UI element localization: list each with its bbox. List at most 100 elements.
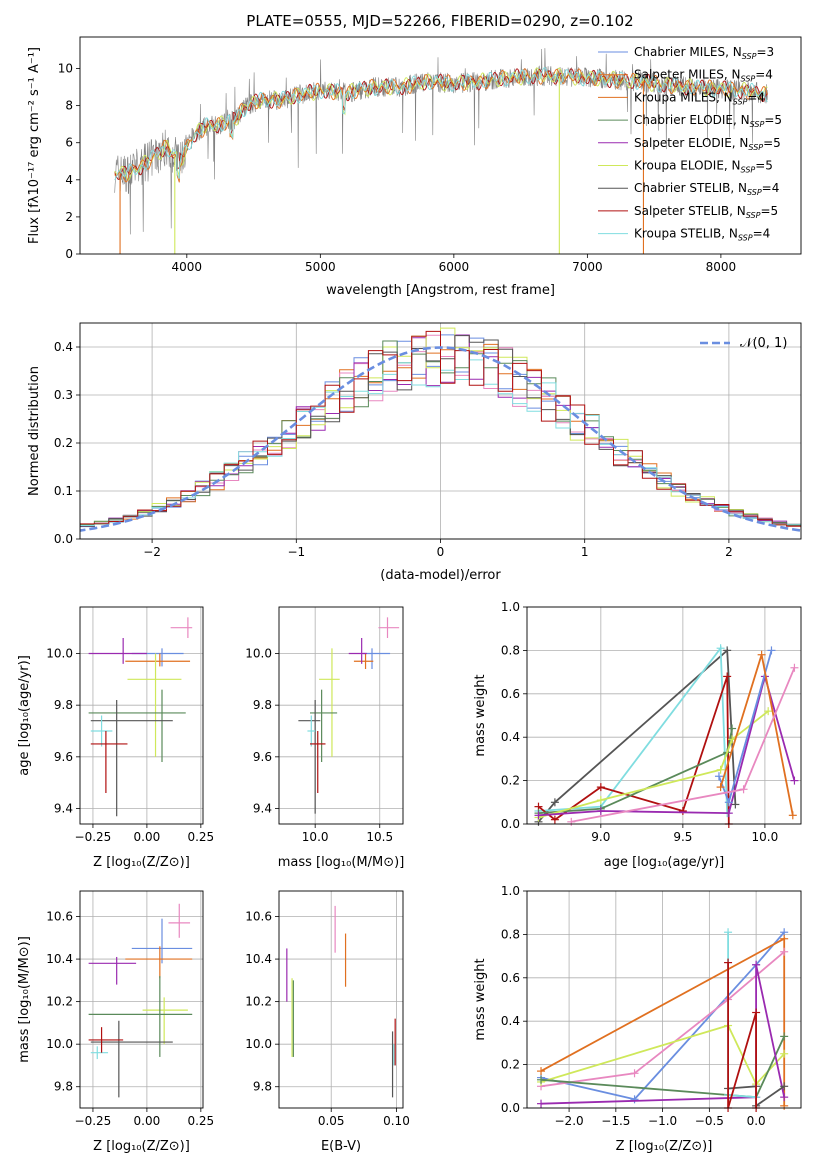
x-tick-label: 10.0 — [752, 830, 779, 844]
x-tick-label: 0.05 — [318, 1114, 345, 1128]
y-tick-label: 10.0 — [46, 647, 73, 661]
mass_vs_ebv-frame — [278, 890, 404, 1109]
data-point-errorbar — [90, 1046, 109, 1060]
y-tick-label: 0.2 — [501, 774, 520, 788]
weight-point-marker — [596, 796, 605, 805]
data-point-errorbar — [131, 648, 184, 667]
mass_vs_Z-axes: −0.25 0.00 0.25 9.8 10.0 10.2 10.4 10.6 — [46, 891, 214, 1128]
legend-entry: Chabrier ELODIE, NSSP=5 — [634, 113, 782, 129]
data-point-errorbar — [90, 715, 113, 747]
weight_vs_Z-plot — [537, 928, 789, 1112]
x-tick-label: −1 — [287, 545, 305, 559]
weight-point-marker — [724, 798, 733, 807]
data-point-errorbar — [90, 1020, 173, 1098]
data-point-errorbar — [348, 638, 367, 664]
y-tick-label: 8 — [65, 99, 73, 113]
data-point-errorbar — [131, 918, 193, 964]
weight-point-marker — [780, 1032, 789, 1041]
weight-point-marker — [728, 724, 737, 733]
y-tick-label: 9.4 — [54, 802, 73, 816]
y-tick-label: 10.0 — [46, 1037, 73, 1051]
y-tick-label: 9.8 — [253, 698, 272, 712]
weight_vs_Z-axes: −2.0 −1.5 −1.0 −0.5 0.0 0.0 0.2 0.4 0.6 0.8 1.0 — [501, 884, 801, 1128]
x-tick-label: 10.5 — [366, 830, 393, 844]
y-tick-label: 4 — [65, 173, 73, 187]
data-point-errorbar — [319, 648, 340, 757]
legend-entry: Kroupa MILES, NSSP=4 — [634, 90, 765, 106]
y-tick-label: 10 — [58, 62, 73, 76]
y-tick-label: 9.6 — [54, 750, 73, 764]
y-tick-label: 0.0 — [54, 532, 73, 546]
x-tick-label: −1.0 — [648, 1114, 677, 1128]
y-tick-label: 10.6 — [245, 910, 272, 924]
model-spectrum-kroupa_stelib — [114, 67, 768, 181]
y-tick-label: 10.0 — [245, 647, 272, 661]
age_vs_Z-frame — [79, 606, 204, 825]
y-axis-label: Normed distribution — [27, 366, 42, 496]
y-tick-label: 10.6 — [46, 910, 73, 924]
weight-series-line — [538, 645, 729, 814]
legend-entry: Salpeter MILES, NSSP=4 — [634, 68, 773, 84]
x-tick-label: −0.5 — [695, 1114, 724, 1128]
mass_vs_Z-plot — [88, 903, 193, 1098]
data-point-errorbar — [378, 617, 400, 638]
x-tick-label: 2 — [725, 545, 733, 559]
x-tick-label: 0.25 — [187, 830, 214, 844]
weight-point-marker — [731, 800, 740, 809]
x-tick-label: 8000 — [706, 260, 737, 274]
weight-point-marker — [678, 806, 687, 815]
residuals-axes: −2 −1 0 1 2 0.0 0.1 0.2 0.3 0.4 — [54, 323, 801, 559]
weight-point-marker — [630, 1095, 639, 1104]
data-point-errorbar — [353, 653, 374, 669]
x-axis-label: Z [log₁₀(Z/Z⊙)] — [616, 1139, 713, 1154]
residuals-legend: 𝒩(0, 1) — [700, 336, 787, 351]
data-point-errorbar — [125, 653, 191, 667]
legend-entry: Kroupa STELIB, NSSP=4 — [634, 227, 770, 243]
data-point-errorbar — [125, 946, 193, 979]
legend-entry: 𝒩(0, 1) — [740, 336, 787, 351]
data-point-errorbar — [88, 689, 186, 762]
spectrum-legend: Chabrier MILES, NSSP=3 Salpeter MILES, NS… — [598, 45, 782, 243]
weight-point-marker — [780, 934, 789, 943]
y-tick-label: 0.2 — [54, 436, 73, 450]
x-tick-label: 7000 — [572, 260, 603, 274]
weight-point-marker — [790, 776, 799, 785]
x-tick-label: 5000 — [305, 260, 336, 274]
y-tick-label: 0 — [65, 247, 73, 261]
age_vs_mass-axes: 10.0 10.5 9.4 9.6 9.8 10.0 — [245, 607, 403, 844]
weight-point-marker — [567, 817, 576, 826]
age_vs_mass-plot — [298, 617, 400, 814]
y-tick-label: 0.0 — [501, 1101, 520, 1115]
y-tick-label: 10.2 — [245, 995, 272, 1009]
weight-point-marker — [716, 783, 725, 792]
weight-series-line — [540, 931, 785, 1101]
y-tick-label: 1.0 — [501, 884, 520, 898]
data-point-errorbar — [90, 731, 128, 793]
weight_vs_Z-frame — [526, 890, 802, 1109]
data-point-errorbar — [362, 648, 391, 669]
x-tick-label: 9.0 — [591, 830, 610, 844]
x-tick-label: 6000 — [439, 260, 470, 274]
y-tick-label: 0.3 — [54, 388, 73, 402]
y-axis-label: mass weight — [473, 958, 488, 1040]
legend-entry: Salpeter ELODIE, NSSP=5 — [634, 136, 781, 152]
legend-entry: Chabrier STELIB, NSSP=4 — [634, 181, 779, 197]
age_vs_Z-axes: −0.25 0.00 0.25 9.4 9.6 9.8 10.0 — [46, 607, 214, 844]
weight-series-line — [537, 676, 730, 825]
data-point-errorbar — [142, 997, 188, 1045]
data-point-errorbar — [88, 976, 193, 1057]
weight-point-marker — [714, 772, 723, 781]
weight-point-marker — [596, 783, 605, 792]
y-tick-label: 9.6 — [253, 750, 272, 764]
x-tick-label: 4000 — [172, 260, 203, 274]
weight-point-marker — [630, 1069, 639, 1078]
weight-point-marker — [757, 650, 766, 659]
weight-point-marker — [780, 1093, 789, 1102]
x-axis-label: E(B-V) — [321, 1139, 361, 1154]
y-axis-label: age [log₁₀(age/yr)] — [17, 655, 32, 776]
x-tick-label: 0.25 — [187, 1114, 214, 1128]
data-point-errorbar — [310, 731, 326, 793]
data-point-errorbar — [298, 700, 321, 814]
weight-point-marker — [596, 806, 605, 815]
